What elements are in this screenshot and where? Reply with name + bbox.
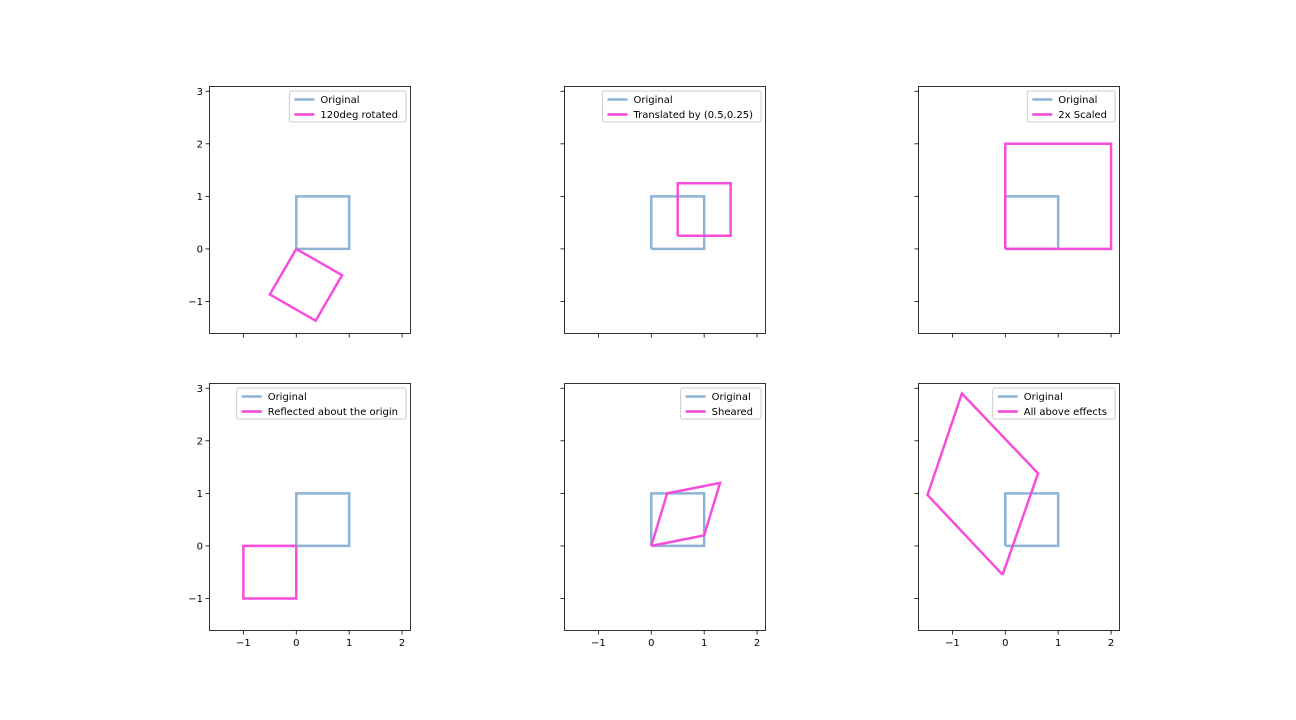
- series-line-transformed: [1004, 142, 1113, 251]
- axes-frame: [209, 383, 411, 631]
- legend-label: Original: [712, 392, 751, 403]
- series-line-original: [650, 195, 706, 251]
- legend: Original Translated by (0.5,0.25): [601, 90, 762, 123]
- x-tick-label: 0: [293, 638, 299, 649]
- subplot-1: −1 0 1 2 3 Original 120deg rotated: [188, 86, 411, 338]
- legend-box: [992, 387, 1116, 420]
- legend-label: Original: [320, 95, 359, 106]
- series-line-original: [1004, 195, 1060, 251]
- subplot-6: −1 0 1 2 Original All above effects: [914, 383, 1120, 649]
- legend: Original 2x Scaled: [1026, 90, 1116, 123]
- x-tick-label: −1: [236, 638, 251, 649]
- series-line-transformed: [242, 544, 298, 600]
- series-line-transformed: [650, 481, 722, 548]
- y-tick-label: 3: [197, 384, 203, 395]
- x-tick-label: 1: [701, 638, 707, 649]
- legend-label: All above effects: [1024, 407, 1107, 418]
- subplot-5: −1 0 1 2 Original Sheared: [560, 383, 766, 649]
- legend: Original 120deg rotated: [288, 90, 407, 123]
- legend-box: [288, 90, 407, 123]
- x-tick-label: 1: [1055, 638, 1061, 649]
- y-tick-label: 2: [197, 139, 203, 150]
- legend-label: Original: [268, 392, 307, 403]
- x-tick-label: −1: [591, 638, 606, 649]
- y-tick-label: −1: [188, 297, 203, 308]
- x-tick-label: 1: [346, 638, 352, 649]
- x-tick-label: 0: [1002, 638, 1008, 649]
- legend: Original Reflected about the origin: [236, 387, 407, 420]
- series-line-transformed: [926, 391, 1040, 576]
- axes-frame: [209, 86, 411, 334]
- legend-label: Original: [633, 95, 672, 106]
- x-tick-label: 2: [399, 638, 405, 649]
- series-line-original: [295, 195, 351, 251]
- y-tick-label: 1: [197, 489, 203, 500]
- legend-box: [601, 90, 762, 123]
- subplot-3: Original 2x Scaled: [914, 86, 1120, 338]
- subplot-4: −1 0 1 2 −1 0 1 2 3 Original Reflected about the o…: [188, 383, 411, 649]
- legend-label: 2x Scaled: [1058, 110, 1107, 121]
- y-tick-label: 3: [197, 87, 203, 98]
- legend-label: Original: [1058, 95, 1097, 106]
- axes-frame: [564, 86, 766, 334]
- series-line-transformed: [268, 247, 344, 323]
- series-line-original: [295, 492, 351, 548]
- y-tick-label: −1: [188, 594, 203, 605]
- series-line-transformed: [676, 181, 732, 238]
- y-tick-label: 0: [197, 541, 203, 552]
- legend-label: Reflected about the origin: [268, 407, 398, 418]
- legend-label: Sheared: [712, 407, 753, 418]
- legend-label: 120deg rotated: [320, 110, 398, 121]
- subplot-2: Original Translated by (0.5,0.25): [560, 86, 766, 338]
- legend-label: Translated by (0.5,0.25): [632, 110, 753, 121]
- series-line-original: [650, 492, 706, 548]
- axes-frame: [918, 86, 1120, 334]
- legend: Original Sheared: [680, 387, 762, 420]
- series-line-original: [1004, 492, 1060, 548]
- x-tick-label: 2: [754, 638, 760, 649]
- legend-box: [236, 387, 407, 420]
- y-tick-label: 0: [197, 244, 203, 255]
- y-tick-label: 1: [197, 192, 203, 203]
- legend-label: Original: [1024, 392, 1063, 403]
- x-tick-label: 2: [1108, 638, 1114, 649]
- legend: Original All above effects: [992, 387, 1116, 420]
- axes-frame: [918, 383, 1120, 631]
- x-tick-label: −1: [945, 638, 960, 649]
- y-tick-label: 2: [197, 436, 203, 447]
- axes-frame: [564, 383, 766, 631]
- x-tick-label: 0: [648, 638, 654, 649]
